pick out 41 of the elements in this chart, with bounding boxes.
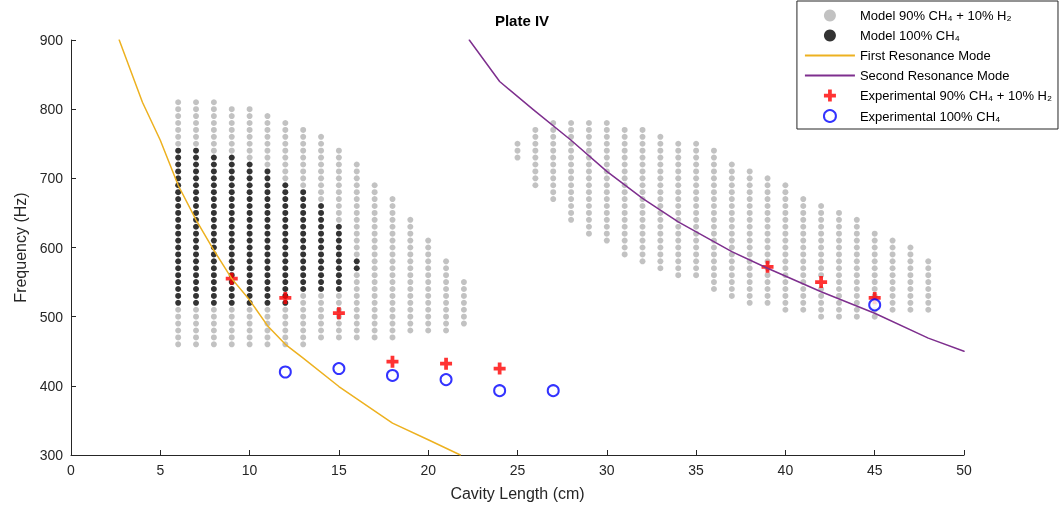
y-tick-label: 400: [39, 377, 64, 394]
x-tick-label: 30: [599, 462, 615, 478]
legend-label: Second Resonance Mode: [859, 68, 1010, 83]
legend-label: Model 100% CH₄: [859, 28, 960, 43]
point: [439, 373, 453, 387]
y-axis-title: Frequency (Hz): [12, 192, 30, 303]
point: [868, 298, 882, 312]
point: [332, 307, 345, 320]
legend-label: Experimental 100% CH₄: [859, 108, 1001, 124]
y-tick-label: 900: [39, 32, 64, 48]
y-tick-label: 500: [39, 308, 64, 325]
x-tick-label: 50: [956, 462, 972, 478]
legend-label: Experimental 90% CH₄ + 10% H₂: [859, 88, 1052, 103]
legend-label: Model 90% CH₄ + 10% H₂: [859, 8, 1012, 23]
point: [546, 384, 560, 398]
x-tick-label: 40: [777, 462, 794, 478]
chart-title: Plate IV: [494, 12, 550, 29]
point: [332, 362, 346, 376]
point: [385, 368, 399, 382]
y-tick-label: 300: [39, 447, 64, 463]
y-tick-label: 700: [39, 170, 64, 187]
x-axis-title: Cavity Length (cm): [450, 484, 585, 502]
legend-label: First Resonance Mode: [859, 48, 991, 63]
point: [815, 276, 828, 289]
y-tick-label: 600: [39, 239, 64, 256]
point: [278, 365, 292, 379]
line-series: [118, 39, 462, 456]
point: [493, 362, 506, 375]
x-tick-label: 5: [156, 462, 165, 478]
x-tick-label: 10: [241, 462, 258, 478]
x-tick-label: 15: [331, 462, 347, 478]
x-tick-label: 20: [420, 462, 437, 478]
x-tick-label: 25: [509, 462, 526, 478]
point: [493, 384, 507, 398]
y-tick-label: 800: [39, 101, 64, 118]
x-tick-label: 45: [866, 462, 883, 478]
x-tick-label: 35: [688, 462, 705, 478]
x-tick-label: 0: [67, 462, 76, 478]
point: [386, 355, 399, 368]
point: [279, 291, 292, 304]
point: [440, 357, 453, 370]
